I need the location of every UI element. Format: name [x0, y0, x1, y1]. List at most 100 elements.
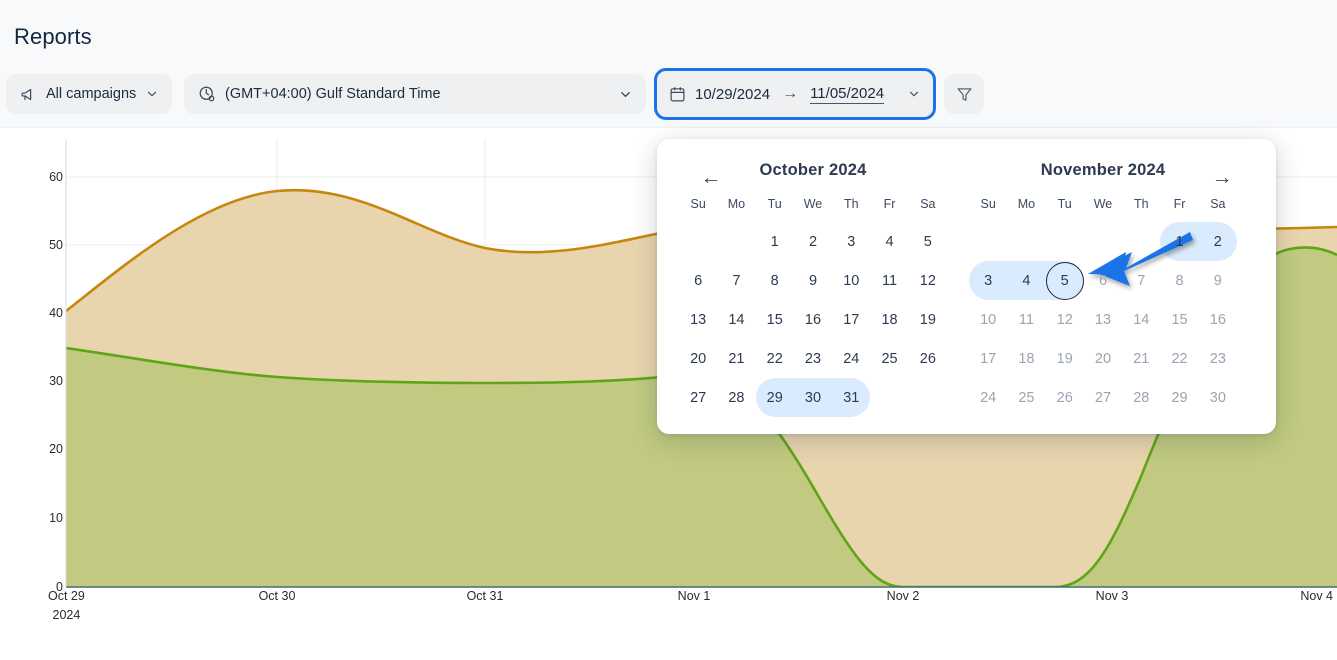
calendar-day-number: 15	[766, 311, 783, 328]
campaign-filter-dropdown[interactable]: All campaigns	[6, 74, 172, 114]
calendar-day-number: 11	[882, 272, 898, 289]
calendar-weekday-label: Mo	[1017, 197, 1036, 211]
calendar-day-27[interactable]: 27	[679, 378, 717, 417]
calendar-day-21[interactable]: 21	[1122, 339, 1160, 378]
clock-icon	[198, 85, 216, 103]
calendar-day-24[interactable]: 24	[969, 378, 1007, 417]
calendar-day-number: 29	[1171, 389, 1188, 406]
filter-button[interactable]	[944, 74, 984, 114]
calendar-day-number: 24	[843, 350, 860, 367]
calendar-day-number: 5	[1045, 261, 1084, 300]
date-range-calendar-popup: ← → October 2024 November 2024 Su Mo Tu We T…	[657, 139, 1276, 434]
calendar-day-2[interactable]: 2	[1198, 222, 1237, 261]
megaphone-icon	[20, 86, 37, 103]
calendar-day-number: 2	[1213, 233, 1222, 250]
calendar-weekday-row: Su Mo Tu We Th Fr Sa	[679, 197, 947, 222]
calendar-day-30[interactable]: 30	[1199, 378, 1237, 417]
calendar-day-7[interactable]: 7	[717, 261, 755, 300]
calendar-day-5[interactable]: 5	[1045, 261, 1084, 300]
calendar-month-october: Su Mo Tu We Th Fr Sa 1 2 3 4 5 6 7 8 9 10 11 12 13 14 15 16 17 1…	[679, 197, 947, 417]
calendar-day-9[interactable]: 9	[1199, 261, 1237, 300]
date-range-picker[interactable]: 10/29/2024 → 11/05/2024	[654, 68, 936, 120]
calendar-day-6[interactable]: 6	[1084, 261, 1122, 300]
calendar-day-11[interactable]: 11	[1007, 300, 1045, 339]
y-tick-label: 0	[56, 580, 63, 594]
calendar-day-24[interactable]: 24	[832, 339, 870, 378]
calendar-day-1[interactable]: 1	[1160, 222, 1199, 261]
calendar-day-18[interactable]: 18	[870, 300, 908, 339]
calendar-day-21[interactable]: 21	[717, 339, 755, 378]
calendar-day-5[interactable]: 5	[909, 222, 947, 261]
calendar-day-4[interactable]: 4	[870, 222, 908, 261]
page-title: Reports	[14, 24, 92, 49]
y-tick-label: 60	[49, 170, 63, 184]
calendar-day-empty	[679, 222, 717, 261]
calendar-day-2[interactable]: 2	[794, 222, 832, 261]
calendar-day-30[interactable]: 30	[793, 378, 833, 417]
calendar-day-28[interactable]: 28	[1122, 378, 1160, 417]
calendar-day-7[interactable]: 7	[1122, 261, 1160, 300]
calendar-day-15[interactable]: 15	[1160, 300, 1198, 339]
chevron-down-icon[interactable]	[907, 87, 921, 101]
calendar-day-number: 14	[1133, 311, 1150, 328]
y-tick-label: 20	[49, 442, 63, 456]
calendar-day-13[interactable]: 13	[679, 300, 717, 339]
calendar-day-15[interactable]: 15	[756, 300, 794, 339]
calendar-day-4[interactable]: 4	[1007, 261, 1046, 300]
calendar-day-17[interactable]: 17	[969, 339, 1007, 378]
calendar-day-16[interactable]: 16	[1199, 300, 1237, 339]
calendar-day-13[interactable]: 13	[1084, 300, 1122, 339]
calendar-weekday-label: Mo	[727, 197, 746, 211]
calendar-day-25[interactable]: 25	[1007, 378, 1045, 417]
calendar-day-number: 10	[980, 311, 997, 328]
calendar-day-17[interactable]: 17	[832, 300, 870, 339]
calendar-day-25[interactable]: 25	[870, 339, 908, 378]
calendar-day-28[interactable]: 28	[717, 378, 755, 417]
x-tick-label: Oct 31	[466, 589, 504, 603]
calendar-day-26[interactable]: 26	[909, 339, 947, 378]
timezone-label: (GMT+04:00) Gulf Standard Time	[225, 86, 441, 102]
calendar-day-10[interactable]: 10	[969, 300, 1007, 339]
calendar-day-12[interactable]: 12	[909, 261, 947, 300]
calendar-day-9[interactable]: 9	[794, 261, 832, 300]
calendar-day-20[interactable]: 20	[679, 339, 717, 378]
calendar-day-6[interactable]: 6	[679, 261, 717, 300]
chevron-down-icon	[618, 87, 632, 101]
x-tick-text: Oct 29	[48, 589, 85, 603]
calendar-day-20[interactable]: 20	[1084, 339, 1122, 378]
calendar-day-29[interactable]: 29	[755, 378, 794, 417]
calendar-day-14[interactable]: 14	[1122, 300, 1160, 339]
calendar-day-12[interactable]: 12	[1046, 300, 1084, 339]
timezone-dropdown[interactable]: (GMT+04:00) Gulf Standard Time	[184, 74, 646, 114]
calendar-day-16[interactable]: 16	[794, 300, 832, 339]
calendar-day-14[interactable]: 14	[717, 300, 755, 339]
calendar-day-number: 11	[1018, 311, 1034, 328]
calendar-day-23[interactable]: 23	[794, 339, 832, 378]
prev-month-arrow-icon[interactable]: ←	[700, 165, 722, 189]
calendar-day-19[interactable]: 19	[909, 300, 947, 339]
calendar-day-3[interactable]: 3	[832, 222, 870, 261]
calendar-day-22[interactable]: 22	[1160, 339, 1198, 378]
calendar-day-10[interactable]: 10	[832, 261, 870, 300]
calendar-day-22[interactable]: 22	[756, 339, 794, 378]
calendar-day-11[interactable]: 11	[870, 261, 908, 300]
calendar-day-8[interactable]: 8	[756, 261, 794, 300]
calendar-day-3[interactable]: 3	[969, 261, 1008, 300]
calendar-day-number: 30	[1209, 389, 1226, 406]
calendar-day-19[interactable]: 19	[1046, 339, 1084, 378]
calendar-day-1[interactable]: 1	[756, 222, 794, 261]
calendar-day-number: 8	[1175, 272, 1184, 289]
calendar-day-23[interactable]: 23	[1199, 339, 1237, 378]
date-range-start[interactable]: 10/29/2024	[695, 85, 771, 103]
calendar-day-number: 1	[770, 233, 779, 250]
calendar-day-27[interactable]: 27	[1084, 378, 1122, 417]
calendar-day-number: 6	[1098, 272, 1108, 289]
next-month-arrow-icon[interactable]: →	[1211, 165, 1233, 189]
date-range-end[interactable]: 11/05/2024	[810, 84, 885, 104]
calendar-day-26[interactable]: 26	[1046, 378, 1084, 417]
calendar-day-8[interactable]: 8	[1160, 261, 1198, 300]
calendar-day-29[interactable]: 29	[1160, 378, 1198, 417]
calendar-day-18[interactable]: 18	[1007, 339, 1045, 378]
calendar-day-31[interactable]: 31	[832, 378, 871, 417]
